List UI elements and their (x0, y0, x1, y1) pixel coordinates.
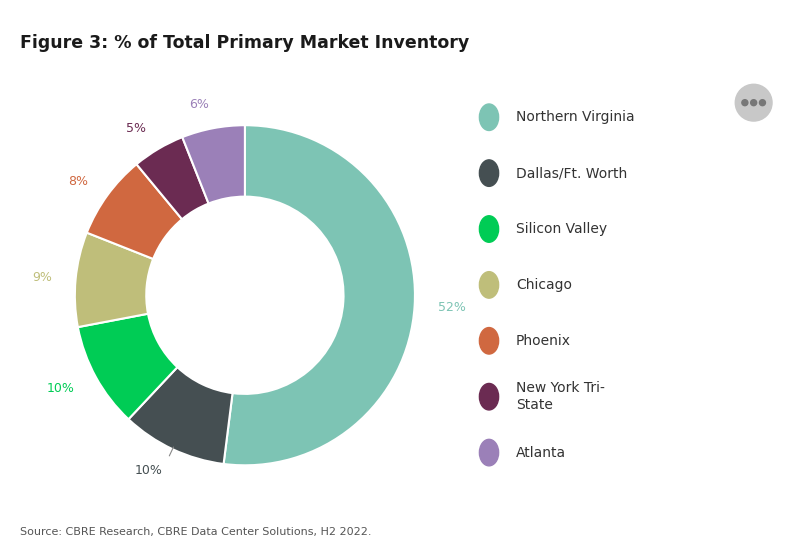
Circle shape (480, 216, 498, 243)
Text: Source: CBRE Research, CBRE Data Center Solutions, H2 2022.: Source: CBRE Research, CBRE Data Center … (20, 527, 371, 537)
Circle shape (480, 160, 498, 186)
Text: Silicon Valley: Silicon Valley (516, 222, 608, 236)
Text: New York Tri-
State: New York Tri- State (516, 381, 605, 412)
Circle shape (480, 104, 498, 130)
Text: 10%: 10% (134, 464, 163, 477)
Text: 8%: 8% (68, 175, 88, 188)
Wedge shape (224, 125, 415, 465)
Text: Dallas/Ft. Worth: Dallas/Ft. Worth (516, 166, 627, 180)
Circle shape (480, 327, 498, 354)
Text: 5%: 5% (126, 122, 146, 135)
Text: 9%: 9% (32, 270, 52, 284)
Text: 52%: 52% (438, 301, 466, 314)
Wedge shape (182, 125, 245, 204)
Text: Phoenix: Phoenix (516, 334, 571, 348)
Circle shape (750, 100, 757, 105)
Text: Northern Virginia: Northern Virginia (516, 110, 634, 124)
Text: 6%: 6% (189, 98, 209, 112)
Text: Chicago: Chicago (516, 278, 572, 292)
Text: Figure 3: % of Total Primary Market Inventory: Figure 3: % of Total Primary Market Inve… (20, 34, 469, 53)
Text: 10%: 10% (47, 382, 75, 395)
Circle shape (735, 84, 772, 121)
Wedge shape (78, 314, 178, 419)
Wedge shape (129, 367, 232, 464)
Wedge shape (75, 233, 153, 327)
Wedge shape (137, 137, 209, 219)
Circle shape (742, 100, 748, 105)
Text: Atlanta: Atlanta (516, 446, 566, 460)
Circle shape (759, 100, 766, 105)
Circle shape (480, 440, 498, 466)
Circle shape (480, 271, 498, 298)
Wedge shape (87, 164, 182, 259)
Circle shape (480, 384, 498, 410)
